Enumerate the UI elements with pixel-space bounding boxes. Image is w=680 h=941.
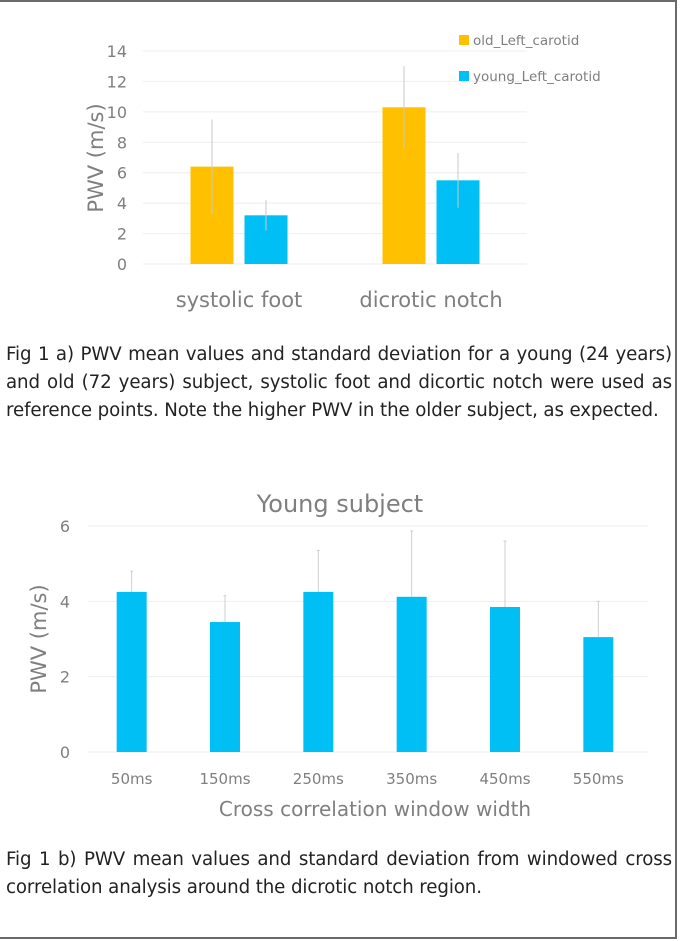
y-axis-label: PWV (m/s) — [84, 103, 108, 212]
y-tick-label: 6 — [60, 517, 70, 536]
y-axis-label: PWV (m/s) — [27, 584, 51, 693]
x-category-label: 250ms — [293, 770, 344, 788]
chart-young-subject-window-width: Young subject 0 2 4 6 PWV (m/s) 50ms 150ms 25… — [27, 490, 648, 820]
y-tick-label: 10 — [107, 103, 127, 122]
y-tick-label: 6 — [117, 164, 127, 183]
x-category-label: dicrotic notch — [359, 288, 502, 312]
x-category-label: 450ms — [479, 770, 530, 788]
chart-pwv-old-vs-young: 0 2 4 6 8 10 12 14 PWV (m/s) systolic foot dicro… — [84, 33, 601, 312]
bar-550ms — [583, 637, 614, 752]
x-axis-label: Cross correlation window width — [219, 797, 531, 820]
x-category-label: systolic foot — [176, 288, 303, 312]
y-tick-label: 12 — [107, 72, 127, 91]
y-gridlines — [88, 525, 648, 753]
x-category-label: 350ms — [386, 770, 437, 788]
x-category-labels: 50ms 150ms 250ms 350ms 450ms 550ms — [111, 770, 624, 788]
bars — [116, 530, 614, 752]
bar-150ms — [210, 622, 240, 752]
legend-swatch — [459, 71, 469, 81]
y-tick-label: 0 — [60, 743, 70, 762]
y-tick-label: 8 — [117, 133, 127, 152]
legend-label: old_Left_carotid — [473, 33, 579, 49]
y-tick-label: 4 — [60, 592, 70, 611]
bar-50ms — [116, 591, 147, 752]
y-tick-labels: 0 2 4 6 8 10 12 14 — [107, 42, 127, 274]
bars — [190, 66, 480, 265]
legend-swatch — [459, 35, 469, 45]
legend: old_Left_carotid young_Left_carotid — [459, 33, 601, 85]
y-tick-label: 4 — [117, 194, 127, 213]
bar-350ms — [396, 596, 427, 752]
caption-fig1a: Fig 1 a) PWV mean values and standard de… — [6, 344, 672, 421]
bar-450ms — [490, 606, 520, 752]
y-tick-label: 14 — [107, 42, 127, 61]
x-category-label: 50ms — [111, 770, 153, 788]
x-category-label: 150ms — [199, 770, 250, 788]
bar-250ms — [303, 591, 334, 752]
y-tick-label: 2 — [117, 225, 127, 244]
x-category-labels: systolic foot dicrotic notch — [176, 288, 503, 312]
legend-label: young_Left_carotid — [473, 69, 601, 85]
y-tick-label: 0 — [117, 255, 127, 274]
x-category-label: 550ms — [573, 770, 624, 788]
y-tick-label: 2 — [60, 668, 70, 687]
caption-fig1b: Fig 1 b) PWV mean values and standard de… — [6, 849, 672, 898]
y-tick-labels: 0 2 4 6 — [60, 517, 70, 762]
chart-title: Young subject — [256, 490, 423, 518]
